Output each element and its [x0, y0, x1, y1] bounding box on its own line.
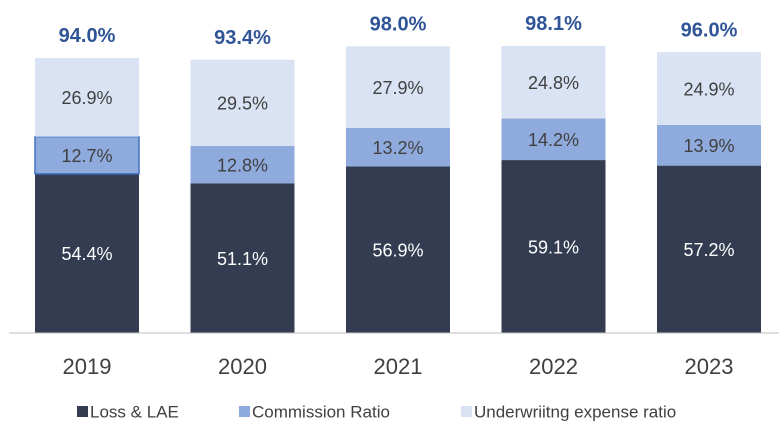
total-label: 96.0% [681, 19, 738, 41]
segment-label: 51.1% [217, 249, 268, 269]
bar-segment [346, 166, 450, 333]
segment-label: 24.8% [528, 73, 579, 93]
bar-segment [190, 146, 295, 184]
segment-label: 24.9% [683, 79, 734, 99]
x-tick-label: 2020 [218, 354, 267, 379]
segment-label: 57.2% [683, 240, 734, 260]
legend-label: Underwriitng expense ratio [474, 402, 676, 421]
legend-label: Loss & LAE [90, 402, 179, 421]
bar-segment [657, 165, 761, 333]
segment-label: 14.2% [528, 130, 579, 150]
legend-swatch [77, 406, 88, 417]
segment-label: 12.8% [217, 156, 268, 176]
bar-segment [346, 127, 450, 167]
bar-segment [501, 118, 606, 161]
total-label: 94.0% [59, 25, 116, 47]
bar-segment [657, 52, 761, 125]
bar-segment [190, 183, 295, 333]
segment-label: 13.9% [683, 136, 734, 156]
bar-segment [501, 160, 606, 333]
total-label: 93.4% [214, 27, 271, 49]
bar-segment [190, 59, 295, 147]
x-tick-label: 2023 [685, 354, 734, 379]
bar-segment [34, 135, 140, 175]
total-label: 98.1% [525, 13, 582, 35]
x-tick-label: 2019 [63, 354, 112, 379]
bar-segment [346, 46, 450, 128]
segment-label: 56.9% [372, 241, 423, 261]
total-label: 98.0% [370, 14, 427, 36]
segment-label: 29.5% [217, 94, 268, 114]
segment-label: 27.9% [372, 78, 423, 98]
x-tick-label: 2022 [529, 354, 578, 379]
bar-segment [657, 124, 761, 166]
segment-label: 13.2% [372, 138, 423, 158]
bar-segment [35, 57, 139, 137]
segment-label: 59.1% [528, 237, 579, 257]
legend-label: Commission Ratio [252, 402, 390, 421]
segment-label: 12.7% [61, 146, 112, 166]
legend-swatch [461, 406, 472, 417]
segment-label: 26.9% [61, 88, 112, 108]
x-tick-label: 2021 [374, 354, 423, 379]
bar-segment [35, 173, 139, 333]
bar-segment [501, 45, 606, 119]
segment-label: 54.4% [61, 244, 112, 264]
legend-swatch [239, 406, 250, 417]
